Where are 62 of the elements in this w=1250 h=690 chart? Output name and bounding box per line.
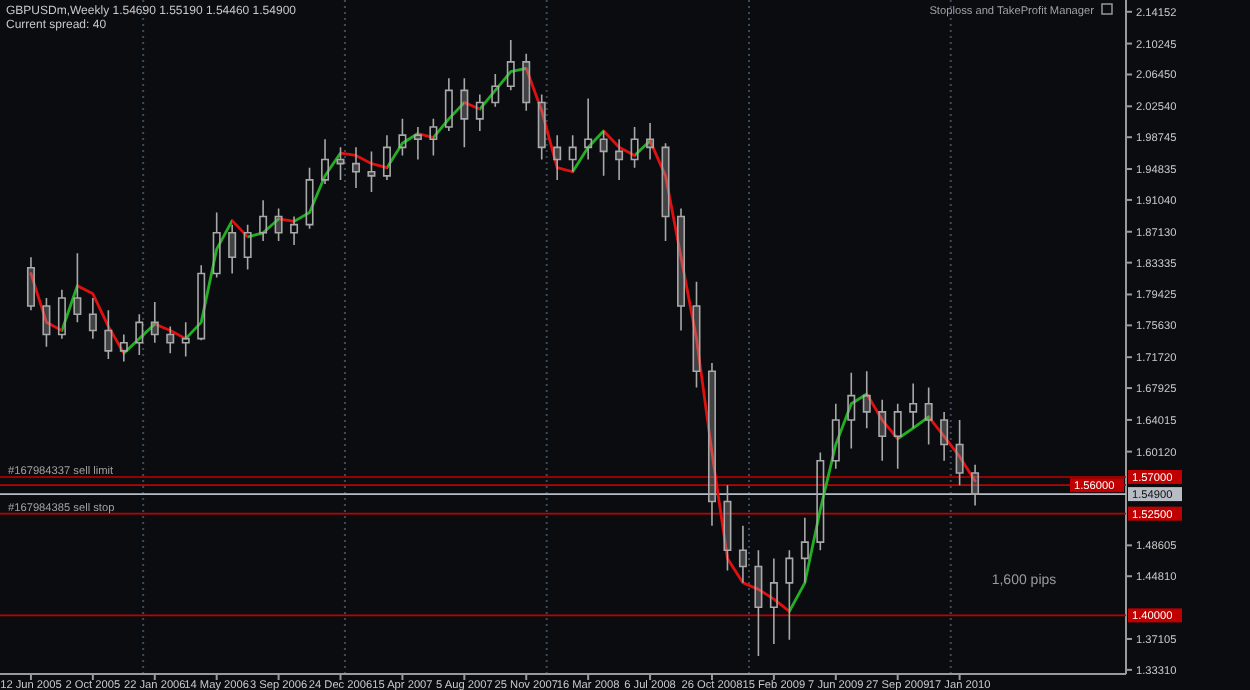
candlestick <box>909 382 918 429</box>
candlestick <box>491 73 500 108</box>
candlestick <box>816 451 825 552</box>
candlestick <box>398 118 407 157</box>
candlestick <box>522 52 531 112</box>
candlestick <box>305 166 314 230</box>
candlestick <box>800 516 809 584</box>
candlestick <box>584 97 593 161</box>
candlestick <box>429 118 438 157</box>
candlestick <box>893 402 902 470</box>
candlestick <box>955 419 964 486</box>
candlestick <box>42 297 51 348</box>
candlestick <box>321 138 330 185</box>
candlestick <box>351 146 360 189</box>
candlestick <box>212 211 221 279</box>
candlestick <box>677 207 686 332</box>
candlestick <box>150 301 159 344</box>
candlestick <box>506 39 515 92</box>
candlestick <box>181 321 190 358</box>
candlestick <box>754 549 763 657</box>
candlestick <box>646 122 655 161</box>
candlestick <box>692 280 701 389</box>
candlestick <box>243 223 252 271</box>
candlestick <box>73 252 82 324</box>
candlestick <box>615 138 624 181</box>
candlestick <box>599 130 608 177</box>
candlestick <box>661 142 670 242</box>
candlestick <box>831 402 840 470</box>
candlestick <box>166 325 175 355</box>
candlestick <box>228 223 237 275</box>
candlestick <box>104 309 113 360</box>
candlestick <box>367 150 376 193</box>
candlestick <box>26 256 35 311</box>
candlestick <box>785 549 794 641</box>
candlestick <box>971 464 980 507</box>
candlestick <box>847 372 856 450</box>
candlestick <box>878 398 887 462</box>
candlestick <box>135 313 144 356</box>
candlestick <box>738 525 747 584</box>
candlestick <box>413 126 422 161</box>
candlestick <box>723 484 732 572</box>
candlestick <box>290 215 299 246</box>
candlestick <box>924 386 933 446</box>
candlestick <box>382 134 391 181</box>
candlestick <box>336 146 345 181</box>
candlestick <box>940 411 949 462</box>
candlestick <box>630 126 639 169</box>
candlestick <box>475 93 484 132</box>
candlestick <box>537 93 546 161</box>
candlestick <box>88 297 97 340</box>
candlestick <box>259 199 268 242</box>
candlestick <box>460 77 469 149</box>
candlestick <box>444 77 453 132</box>
candlestick <box>119 333 128 363</box>
candlestick <box>568 134 577 173</box>
candlestick <box>274 207 283 242</box>
candlestick <box>769 557 778 645</box>
candlestick <box>57 288 66 340</box>
candlestick <box>707 362 716 527</box>
candlestick <box>862 370 871 429</box>
candlestick <box>197 264 206 342</box>
candlestick <box>553 134 562 181</box>
